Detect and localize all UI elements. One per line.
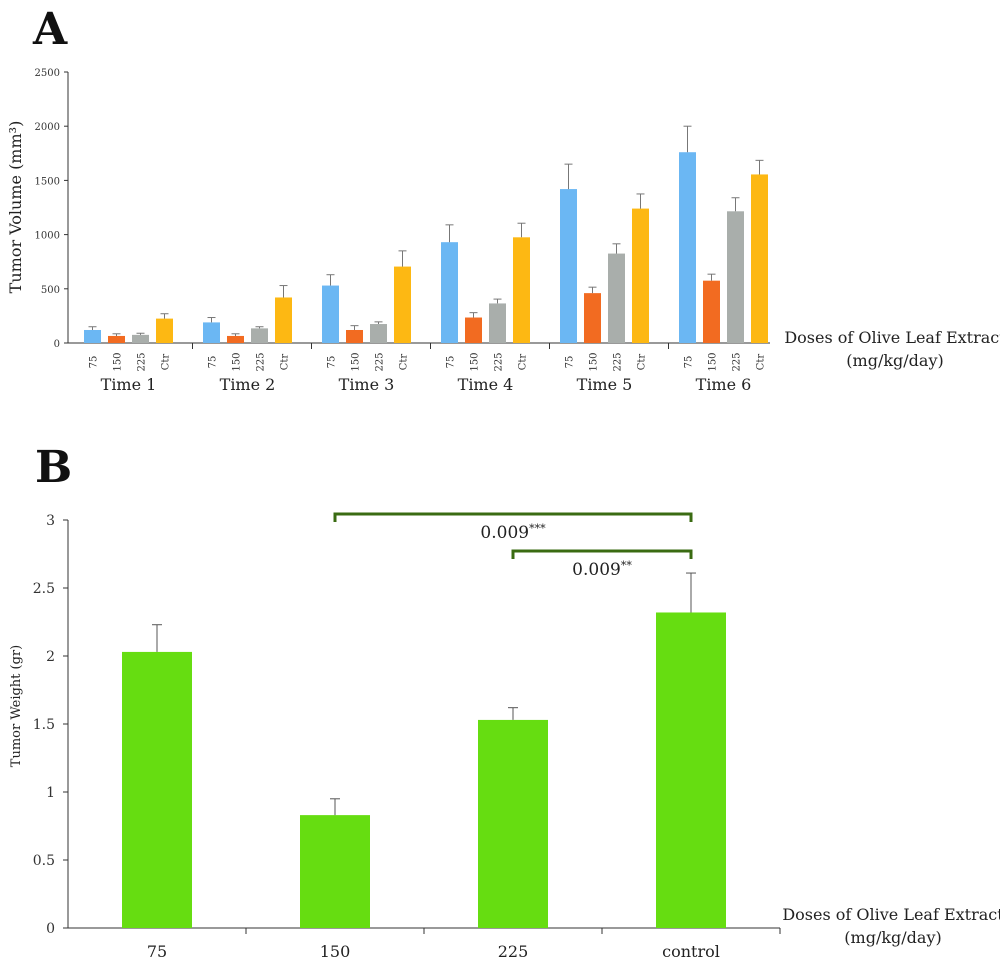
panel-a-dose-label: 75 xyxy=(684,356,695,369)
panel-b: B Tumor Weight (gr) Doses of Olive Leaf … xyxy=(9,442,1000,961)
panel-a-dose-label: 225 xyxy=(494,352,505,371)
panel-a-bar xyxy=(584,293,601,343)
panel-a-group-label: Time 1 xyxy=(101,375,157,394)
panel-a-bar xyxy=(227,335,244,343)
panel-a-bar xyxy=(608,253,625,343)
panel-a-dose-label: 225 xyxy=(137,352,148,371)
panel-a-dose-label: 225 xyxy=(732,352,743,371)
significance-bracket xyxy=(333,512,693,522)
panel-a-group-label: Time 3 xyxy=(339,375,395,394)
panel-a-dose-label: 150 xyxy=(470,352,481,371)
significance-label: 0.009** xyxy=(572,559,632,580)
panel-b-y-tick-label: 2.5 xyxy=(33,581,55,597)
panel-a-y-ticks: 0 500 1000 1500 2000 2500 xyxy=(35,68,68,350)
panel-b-category-label: control xyxy=(662,942,720,961)
panel-b-y-label: Tumor Weight (gr) xyxy=(9,645,24,767)
panel-b-y-ticks: 0 0.5 1 1.5 2 2.5 3 xyxy=(33,513,68,937)
panel-a-y-tick-label: 1000 xyxy=(35,231,60,242)
panel-a-dose-label: 225 xyxy=(375,352,386,371)
panel-a-group-label: Time 2 xyxy=(220,375,276,394)
panel-a-dose-label: 225 xyxy=(256,352,267,371)
panel-a-bar xyxy=(370,324,387,343)
panel-a-bar xyxy=(322,285,339,343)
panel-b-category-label: 225 xyxy=(498,942,529,961)
panel-b-y-tick-label: 2 xyxy=(46,649,55,665)
panel-a-y-tick-label: 2500 xyxy=(35,68,60,79)
panel-a-dose-label: 150 xyxy=(589,352,600,371)
panel-a-bar xyxy=(703,280,720,343)
panel-a-y-tick-label: 0 xyxy=(54,339,60,350)
panel-a-bars xyxy=(84,125,768,343)
panel-a: A Tumor Volume (mm³) Doses of Olive Leaf… xyxy=(6,4,1000,394)
panel-a-dose-label: 225 xyxy=(613,352,624,371)
panel-a-dose-label: 150 xyxy=(113,352,124,371)
panel-a-bar xyxy=(156,318,173,343)
panel-b-y-tick-label: 1.5 xyxy=(33,717,55,733)
panel-a-bar xyxy=(679,152,696,343)
panel-a-dose-label: 150 xyxy=(232,352,243,371)
panel-a-dose-label: 150 xyxy=(351,352,362,371)
panel-a-group-label: Time 4 xyxy=(458,375,514,394)
panel-a-dose-label: 75 xyxy=(89,356,100,369)
panel-a-bar xyxy=(132,334,149,343)
panel-a-dose-label: Ctr xyxy=(280,354,291,371)
panel-b-x-label-line1: Doses of Olive Leaf Extract xyxy=(782,905,1000,924)
panel-a-bar xyxy=(394,266,411,343)
panel-a-dose-label: Ctr xyxy=(399,354,410,371)
panel-a-y-tick-label: 2000 xyxy=(35,122,60,133)
panel-b-bars xyxy=(122,572,726,928)
panel-a-bar xyxy=(560,189,577,343)
panel-a-bar xyxy=(632,208,649,343)
panel-b-letter: B xyxy=(35,442,72,493)
panel-a-x-label-line2: (mg/kg/day) xyxy=(846,351,943,370)
panel-a-dose-label: 75 xyxy=(446,356,457,369)
significance-stars: *** xyxy=(529,522,546,535)
panel-a-dose-label: 75 xyxy=(565,356,576,369)
panel-a-bar xyxy=(108,335,125,343)
panel-a-bar xyxy=(727,211,744,343)
panel-a-letter: A xyxy=(32,4,68,55)
panel-a-bar xyxy=(203,322,220,343)
panel-a-group-label: Time 6 xyxy=(696,375,752,394)
panel-a-group-label: Time 5 xyxy=(577,375,633,394)
panel-a-bar xyxy=(346,329,363,343)
panel-a-y-tick-label: 500 xyxy=(41,285,60,296)
panel-b-annotations: 0.009*** 0.009** xyxy=(333,512,693,580)
panel-a-bar xyxy=(465,317,482,343)
panel-a-dose-label: 150 xyxy=(708,352,719,371)
panel-a-bar xyxy=(751,174,768,343)
panel-a-dose-label: 75 xyxy=(208,356,219,369)
panel-b-bar xyxy=(300,815,370,928)
panel-a-bar xyxy=(84,329,101,343)
panel-a-dose-label: Ctr xyxy=(518,354,529,371)
panel-b-y-tick-label: 0 xyxy=(46,921,55,937)
panel-a-y-label: Tumor Volume (mm³) xyxy=(6,121,25,294)
panel-a-bar xyxy=(441,242,458,343)
panel-a-dose-label: 75 xyxy=(327,356,338,369)
panel-a-dose-label: Ctr xyxy=(637,354,648,371)
panel-b-y-tick-label: 0.5 xyxy=(33,853,55,869)
significance-stars: ** xyxy=(621,559,633,572)
panel-a-x-label-line1: Doses of Olive Leaf Extract xyxy=(784,328,1000,347)
panel-a-bar xyxy=(513,237,530,343)
panel-b-x-label-line2: (mg/kg/day) xyxy=(844,928,941,947)
panel-a-bar xyxy=(275,297,292,343)
panel-a-y-tick-label: 1500 xyxy=(35,176,60,187)
panel-a-dose-label: Ctr xyxy=(161,354,172,371)
panel-a-bar xyxy=(251,328,268,343)
panel-b-category-label: 75 xyxy=(147,942,167,961)
significance-bracket xyxy=(511,549,693,559)
panel-b-y-tick-label: 3 xyxy=(46,513,55,529)
panel-b-bar xyxy=(656,612,726,928)
panel-b-y-tick-label: 1 xyxy=(46,785,55,801)
panel-b-category-label: 150 xyxy=(320,942,351,961)
panel-b-x-labels: 75 150 225 control xyxy=(147,928,781,961)
panel-b-bar xyxy=(122,651,192,928)
panel-a-dose-label: Ctr xyxy=(756,354,767,371)
significance-label: 0.009*** xyxy=(480,522,546,543)
panel-b-bar xyxy=(478,719,548,928)
panel-a-bar xyxy=(489,303,506,343)
